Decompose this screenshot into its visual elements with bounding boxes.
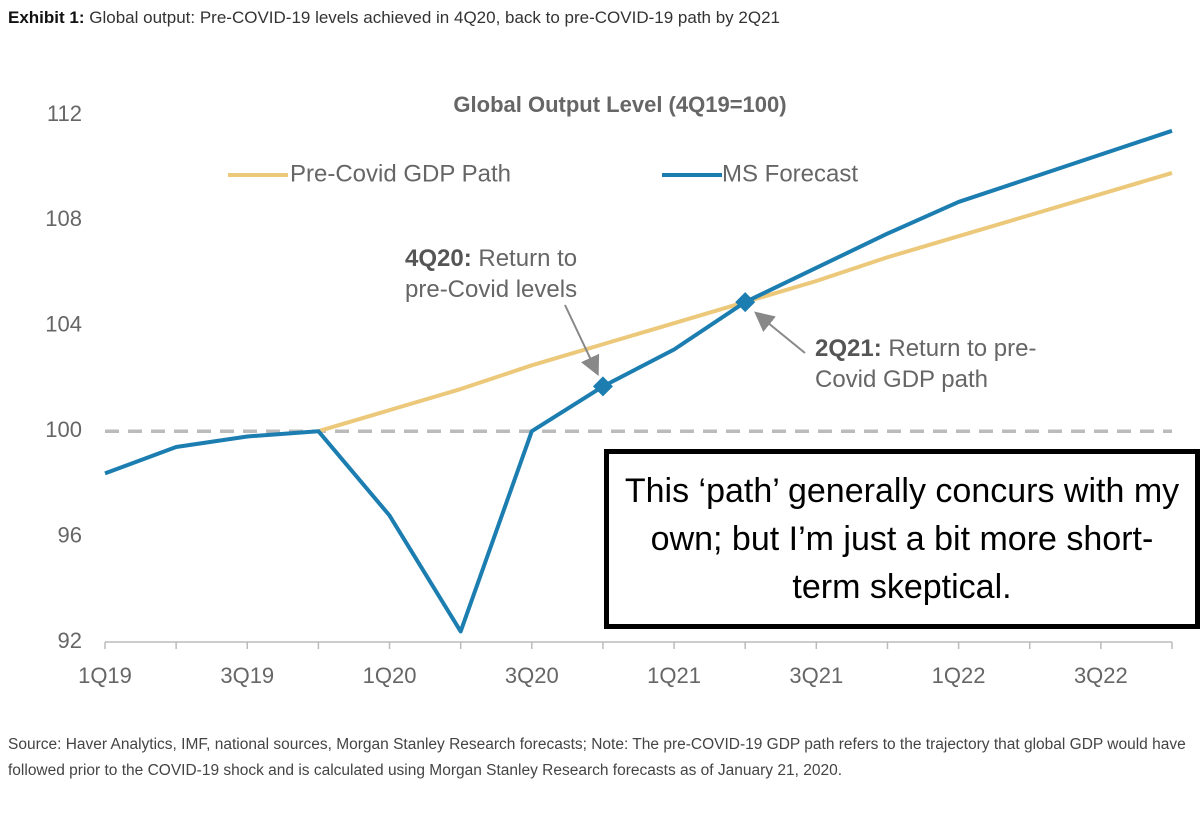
- chart-title: Global Output Level (4Q19=100): [453, 92, 786, 117]
- series-line: [104, 128, 1173, 634]
- callout-text: This ‘path’ generally concurs with my ow…: [624, 472, 1180, 606]
- annotation: 4Q20: Return to pre-Covid levels: [405, 243, 620, 305]
- x-tick-label: 3Q19: [220, 663, 274, 688]
- diamond-marker: [592, 376, 613, 397]
- legend-label: Pre-Covid GDP Path: [290, 160, 511, 187]
- y-tick-label: 96: [58, 522, 82, 547]
- annotation-text: Return to pre-Covid levels: [405, 245, 578, 303]
- x-tick-label: 1Q19: [78, 663, 132, 688]
- exhibit-label: Exhibit 1:: [8, 8, 85, 27]
- callout-box: This ‘path’ generally concurs with my ow…: [604, 449, 1200, 629]
- annotation-label: 4Q20:: [405, 245, 472, 272]
- exhibit-text: Global output: Pre-COVID-19 levels achie…: [89, 8, 780, 27]
- x-tick-label: 1Q20: [363, 663, 417, 688]
- x-tick-label: 3Q22: [1074, 663, 1128, 688]
- annotation-label: 2Q21:: [815, 335, 882, 362]
- y-tick-label: 100: [45, 417, 82, 442]
- y-tick-label: 92: [58, 628, 82, 653]
- x-tick-label: 3Q20: [505, 663, 559, 688]
- exhibit-header: Exhibit 1: Global output: Pre-COVID-19 l…: [8, 8, 780, 28]
- annotation-arrow: [754, 311, 806, 354]
- y-tick-label: 104: [45, 312, 82, 337]
- y-tick-label: 108: [45, 206, 82, 231]
- chart: Global Output Level (4Q19=100) 92 96 100 10…: [45, 92, 1173, 688]
- source-note: Source: Haver Analytics, IMF, national s…: [8, 736, 1186, 779]
- y-tick-label: 112: [47, 101, 82, 126]
- annotation-arrow: [564, 304, 600, 377]
- annotation-text: Return to pre-Covid GDP path: [815, 335, 1037, 393]
- annotation: 2Q21: Return to pre-Covid GDP path: [815, 333, 1080, 395]
- x-tick-label: 1Q21: [647, 663, 701, 688]
- diamond-marker: [735, 292, 756, 313]
- x-tick-label: 1Q22: [932, 663, 986, 688]
- x-tick-label: 3Q21: [789, 663, 843, 688]
- legend-label: MS Forecast: [722, 160, 858, 187]
